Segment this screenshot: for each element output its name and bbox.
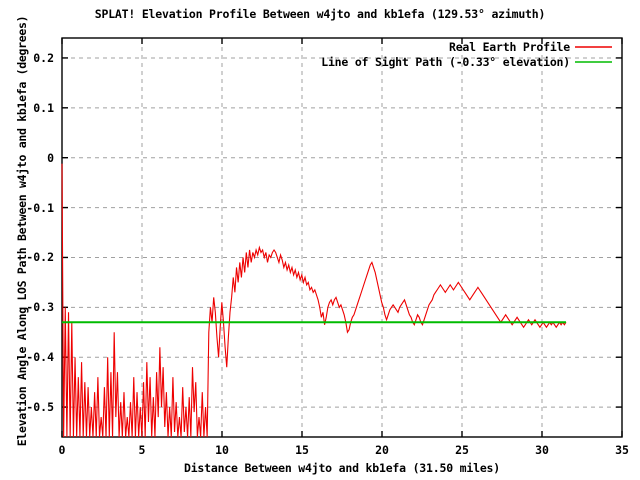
- gridlines: [63, 39, 621, 436]
- y-tick-label: -0.4: [26, 350, 54, 365]
- page-title: SPLAT! Elevation Profile Between w4jto a…: [94, 7, 546, 21]
- real-earth-profile-line: [61, 163, 567, 438]
- y-tick-label: 0.2: [33, 50, 54, 65]
- y-tick-label: -0.2: [26, 250, 54, 265]
- y-tick-label: 0.1: [33, 100, 54, 115]
- legend-item-label: Line of Sight Path (-0.33° elevation): [321, 55, 570, 69]
- y-tick-label: -0.3: [26, 300, 54, 315]
- x-tick-label: 10: [215, 443, 229, 457]
- x-tick-label: 15: [295, 443, 309, 457]
- x-tick-label: 30: [535, 443, 549, 457]
- x-tick-label: 20: [375, 443, 389, 457]
- x-tick-label: 0: [58, 443, 66, 457]
- x-axis-label: Distance Between w4jto and kb1efa (31.50…: [183, 461, 500, 475]
- data-series: [61, 163, 567, 438]
- y-tick-label: -0.1: [26, 200, 54, 215]
- x-tick-label: 35: [615, 443, 629, 457]
- legend-line-samples: [575, 46, 612, 63]
- y-tick-label: -0.5: [26, 400, 54, 415]
- x-tick-label: 25: [455, 443, 469, 457]
- x-tick-label: 5: [138, 443, 146, 457]
- legend-item-label: Real Earth Profile: [448, 40, 570, 54]
- axis-ticks: [61, 38, 623, 437]
- y-tick-label: 0: [47, 150, 54, 165]
